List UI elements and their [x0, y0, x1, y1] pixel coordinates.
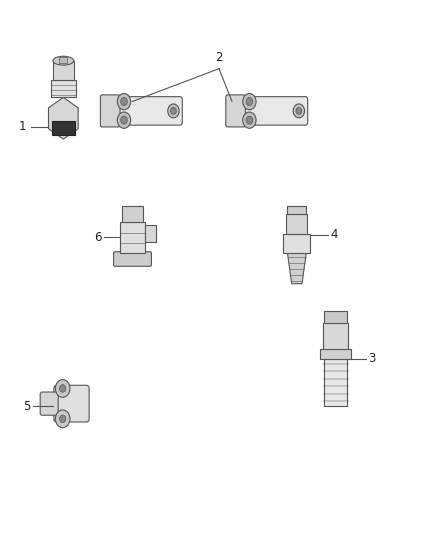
Bar — [286, 214, 307, 235]
Text: 3: 3 — [368, 352, 375, 365]
Circle shape — [168, 104, 179, 118]
Bar — [320, 349, 351, 359]
Text: 5: 5 — [23, 400, 30, 413]
Circle shape — [120, 116, 127, 124]
FancyBboxPatch shape — [40, 392, 58, 415]
Bar — [53, 61, 74, 79]
Bar — [283, 235, 311, 253]
Bar — [325, 311, 347, 324]
Circle shape — [117, 93, 131, 110]
Bar — [52, 122, 75, 135]
Ellipse shape — [53, 56, 74, 65]
Circle shape — [243, 93, 256, 110]
Text: 2: 2 — [215, 52, 223, 64]
Bar — [145, 225, 156, 242]
FancyBboxPatch shape — [226, 95, 245, 127]
Circle shape — [56, 410, 70, 427]
Circle shape — [246, 98, 253, 106]
Bar — [59, 57, 67, 63]
Bar — [323, 324, 348, 349]
FancyBboxPatch shape — [100, 95, 120, 127]
FancyBboxPatch shape — [54, 385, 89, 422]
Circle shape — [246, 116, 253, 124]
Circle shape — [117, 112, 131, 128]
Text: 4: 4 — [331, 228, 338, 241]
Circle shape — [293, 104, 304, 118]
FancyBboxPatch shape — [113, 252, 152, 266]
Circle shape — [120, 98, 127, 106]
Text: 6: 6 — [94, 231, 101, 244]
Text: 1: 1 — [19, 120, 27, 133]
Circle shape — [60, 385, 66, 392]
Bar — [287, 206, 306, 214]
Circle shape — [243, 112, 256, 128]
FancyBboxPatch shape — [116, 96, 182, 125]
Bar — [122, 206, 143, 222]
Circle shape — [56, 379, 70, 397]
FancyBboxPatch shape — [241, 96, 307, 125]
Bar — [325, 359, 347, 406]
Polygon shape — [49, 98, 78, 139]
Bar — [120, 222, 145, 253]
Circle shape — [171, 108, 177, 115]
Circle shape — [60, 415, 66, 423]
Circle shape — [296, 108, 302, 115]
Bar — [51, 79, 76, 98]
Polygon shape — [287, 253, 306, 284]
